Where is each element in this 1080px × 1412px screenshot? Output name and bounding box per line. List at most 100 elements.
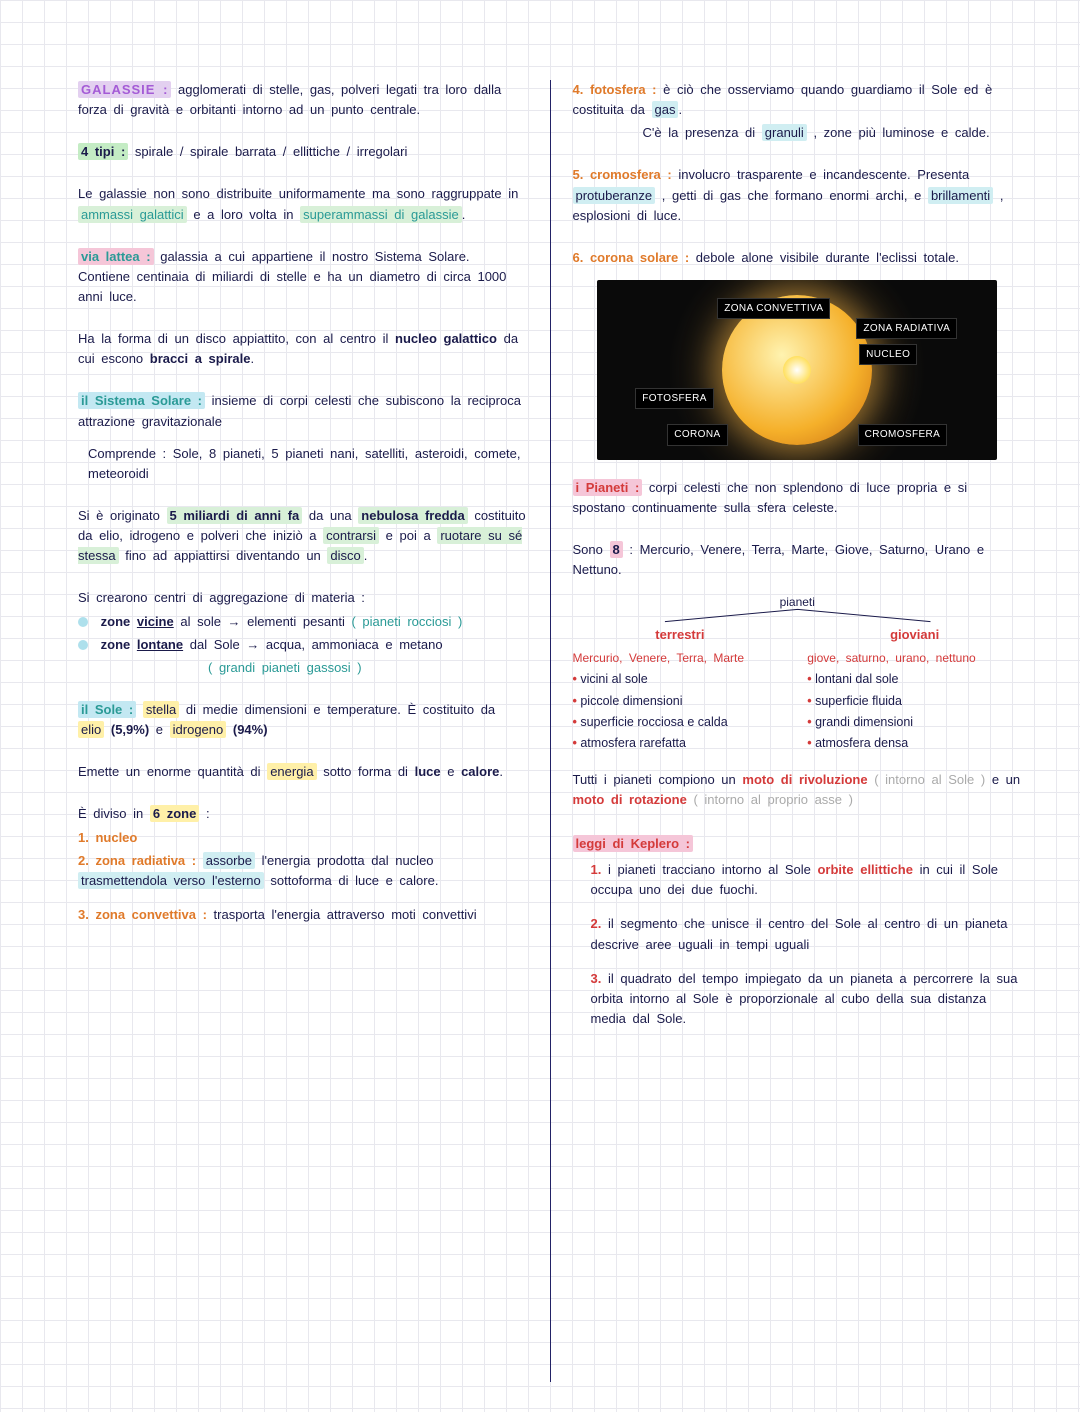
- column-divider: [550, 80, 551, 1382]
- list-item: atmosfera densa: [807, 734, 1022, 753]
- gioviani-col: gioviani giove, saturno, urano, nettuno …: [807, 625, 1022, 756]
- hl-gas: gas: [652, 101, 679, 118]
- list-item: lontani dal sole: [807, 670, 1022, 689]
- pct: (5,9%): [111, 722, 149, 737]
- text: , getti di gas che formano enormi archi,…: [662, 188, 922, 203]
- hl-idrogeno: idrogeno: [170, 721, 227, 738]
- text: C'è la presenza di: [643, 125, 756, 140]
- planet-comparison: terrestri Mercurio, Venere, Terra, Marte…: [573, 625, 1023, 756]
- label-cromosfera: CROMOSFERA: [858, 424, 948, 446]
- zone-5-title: 5. cromosfera :: [573, 167, 672, 182]
- hl: assorbe: [203, 852, 255, 869]
- text: e un: [992, 772, 1020, 787]
- text: i pianeti tracciano intorno al Sole: [608, 862, 811, 877]
- hl-elio: elio: [78, 721, 104, 738]
- terrestri-col: terrestri Mercurio, Venere, Terra, Marte…: [573, 625, 788, 756]
- heading-sistema-solare: il Sistema Solare :: [78, 392, 205, 409]
- note: ( pianeti rocciosi ): [351, 614, 462, 629]
- text-bold: bracci a spirale: [150, 351, 251, 366]
- label-nucleo: NUCLEO: [859, 344, 917, 366]
- hl-rotazione: moto di rotazione: [573, 792, 687, 807]
- hl-superammassi: superammassi di galassie: [300, 206, 462, 223]
- text: Tutti i pianeti compiono un: [573, 772, 736, 787]
- label-fotosfera: FOTOSFERA: [635, 388, 714, 410]
- terrestri-title: terrestri: [573, 625, 788, 645]
- giov-list: lontani dal sole superficie fluida grand…: [807, 670, 1022, 754]
- hl-ammassi: ammassi galattici: [78, 206, 187, 223]
- hl-brillamenti: brillamenti: [928, 187, 993, 204]
- text-bold: luce: [415, 764, 441, 779]
- sun-diagram: ZONA CONVETTIVA ZONA RADIATIVA NUCLEO FO…: [597, 280, 997, 460]
- text: dal Sole → acqua, ammoniaca e metano: [190, 637, 443, 652]
- heading-sole: il Sole :: [78, 701, 136, 718]
- text: È diviso in: [78, 806, 143, 821]
- zone-3-title: 3. zona convettiva :: [78, 907, 207, 922]
- text: involucro trasparente e incandescente. P…: [678, 167, 969, 182]
- hl-granuli: granuli: [762, 124, 807, 141]
- text: Si è originato: [78, 508, 160, 523]
- text: il quadrato del tempo impiegato da un pi…: [591, 971, 1018, 1026]
- hl-nebulosa: nebulosa fredda: [358, 507, 467, 524]
- text: il segmento che unisce il centro del Sol…: [591, 916, 1008, 951]
- k2-num: 2.: [591, 916, 602, 931]
- text: : Mercurio, Venere, Terra, Marte, Giove,…: [573, 542, 985, 577]
- hl-energia: energia: [267, 763, 316, 780]
- list-item: atmosfera rarefatta: [573, 734, 788, 753]
- text: Le galassie non sono distribuite uniform…: [78, 186, 518, 201]
- section-galassie: GALASSIE : agglomerati di stelle, gas, p…: [78, 80, 528, 120]
- zone-1: 1. nucleo: [78, 828, 528, 848]
- page: GALASSIE : agglomerati di stelle, gas, p…: [0, 0, 1080, 1412]
- k3-num: 3.: [591, 971, 602, 986]
- text: e a loro volta in: [193, 207, 293, 222]
- text: e poi a: [386, 528, 431, 543]
- list-item: vicini al sole: [573, 670, 788, 689]
- pct: (94%): [233, 722, 268, 737]
- heading-pianeti: i Pianeti :: [573, 479, 643, 496]
- k1-num: 1.: [591, 862, 602, 877]
- terr-planets: Mercurio, Venere, Terra, Marte: [573, 649, 788, 668]
- text: zone: [101, 637, 131, 652]
- text: di medie dimensioni e temperature. È cos…: [186, 702, 495, 717]
- left-column: GALASSIE : agglomerati di stelle, gas, p…: [60, 80, 546, 1382]
- hl-6zone: 6 zone: [150, 805, 199, 822]
- giov-planets: giove, saturno, urano, nettuno: [807, 649, 1022, 668]
- text: Emette un enorme quantità di: [78, 764, 261, 779]
- text-comprende: Comprende : Sole, 8 pianeti, 5 pianeti n…: [78, 444, 528, 484]
- label-corona: CORONA: [667, 424, 727, 446]
- text: Sono: [573, 542, 603, 557]
- note: ( intorno al Sole ): [874, 772, 985, 787]
- text: fino ad appiattirsi diventando un: [125, 548, 321, 563]
- label-4tipi: 4 tipi :: [78, 143, 128, 160]
- text: lontane: [137, 637, 183, 652]
- note: ( grandi pianeti gassosi ): [78, 658, 528, 678]
- text-bold: nucleo galattico: [395, 331, 497, 346]
- hl-protuberanze: protuberanze: [573, 187, 656, 204]
- note: ( intorno al proprio asse ): [693, 792, 853, 807]
- bullet-vicine: zone vicine al sole → elementi pesanti (…: [78, 612, 528, 632]
- text: l'energia prodotta dal nucleo: [262, 853, 434, 868]
- planet-tree: pianeti: [573, 593, 1023, 623]
- heading-via-lattea: via lattea :: [78, 248, 154, 265]
- hl-orbite: orbite ellittiche: [817, 862, 912, 877]
- bullet-lontane: zone lontane dal Sole → acqua, ammoniaca…: [78, 635, 528, 655]
- text: sottoforma di luce e calore.: [270, 873, 438, 888]
- hl: trasmettendola verso l'esterno: [78, 872, 264, 889]
- text: trasporta l'energia attraverso moti conv…: [214, 907, 477, 922]
- hl-5mld: 5 miliardi di anni fa: [167, 507, 303, 524]
- text: debole alone visibile durante l'eclissi …: [696, 250, 959, 265]
- list-item: piccole dimensioni: [573, 692, 788, 711]
- hl-rivoluzione: moto di rivoluzione: [742, 772, 867, 787]
- text: Ha la forma di un disco appiattito, con …: [78, 331, 388, 346]
- text: da una: [309, 508, 352, 523]
- label-convettiva: ZONA CONVETTIVA: [717, 298, 830, 320]
- text: vicine: [137, 614, 174, 629]
- text: al sole → elementi pesanti: [180, 614, 344, 629]
- hl-contrarsi: contrarsi: [323, 527, 379, 544]
- text: zone: [101, 614, 131, 629]
- list-item: grandi dimensioni: [807, 713, 1022, 732]
- right-column: 4. fotosfera : è ciò che osserviamo quan…: [555, 80, 1041, 1382]
- gioviani-title: gioviani: [807, 625, 1022, 645]
- hl-stella: stella: [143, 701, 179, 718]
- text: , zone più luminose e calde.: [813, 125, 989, 140]
- terr-list: vicini al sole piccole dimensioni superf…: [573, 670, 788, 754]
